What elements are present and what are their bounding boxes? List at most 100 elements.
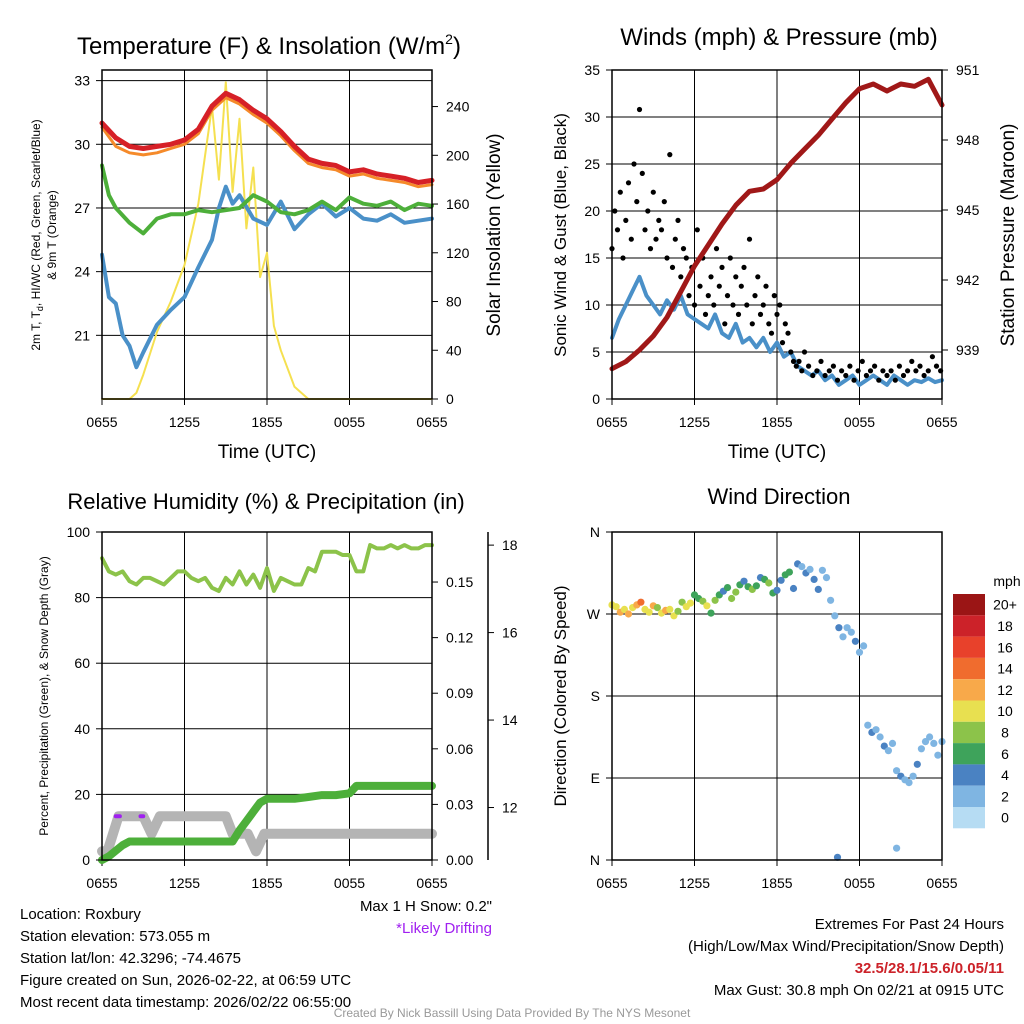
direction-point [909, 772, 917, 780]
gust-point [735, 311, 742, 317]
snow-ytick-right-label: 12 [502, 800, 518, 816]
pressure-series [609, 76, 945, 372]
dir-xtick-label: 1855 [761, 875, 792, 891]
rh-ylabel: Percent, Precipitation (Green), & Snow D… [37, 556, 51, 835]
gust-point [913, 368, 919, 374]
direction-point [814, 585, 822, 594]
rh-ytick-label: 20 [74, 786, 90, 802]
gust-point [925, 368, 931, 374]
wind-ytick-label: 35 [584, 62, 600, 78]
temp-xtick-label: 0655 [416, 414, 447, 430]
legend-swatch [953, 636, 985, 658]
temp-xtick-label: 0655 [86, 414, 117, 430]
wind-xtick-label: 0055 [844, 414, 875, 430]
dir-ytick-label: W [587, 606, 601, 622]
gust-point [929, 354, 936, 360]
temp-series-wc [100, 184, 434, 370]
gust-point [708, 274, 714, 280]
rh-series [100, 543, 434, 593]
temp-ylabel-sub: d [35, 306, 45, 311]
direction-point [913, 760, 921, 768]
temp-ytick-label: 21 [74, 327, 90, 343]
gust-point [628, 236, 634, 242]
gust-point [683, 255, 689, 261]
direction-point [711, 596, 719, 604]
gust-point [749, 321, 755, 327]
rh-title: Relative Humidity (%) & Precipitation (i… [67, 489, 464, 514]
gust-point [675, 217, 681, 223]
direction-point [810, 575, 818, 584]
wind-ylabel-right: Station Pressure (Maroon) [998, 124, 1019, 347]
temp-series-2m-t [99, 90, 435, 185]
temp-series-td [100, 163, 434, 236]
precip-series [98, 781, 436, 864]
direction-point [703, 602, 711, 610]
extremes-legend: (High/Low/Max Wind/Precipitation/Snow De… [688, 938, 1004, 955]
gust-point [876, 377, 882, 383]
temp-title: Temperature (F) & Insolation (W/m2) [77, 31, 461, 60]
gust-point [645, 208, 651, 214]
temp-ytick-right-label: 80 [446, 294, 462, 310]
gust-point [892, 377, 898, 383]
elevation-text: Station elevation: 573.055 m [20, 928, 211, 945]
gust-point [705, 293, 711, 299]
legend-swatch [953, 785, 985, 807]
legend-swatch [953, 743, 985, 765]
gust-point [617, 189, 623, 195]
legend-swatch [953, 615, 985, 637]
created-text: Figure created on Sun, 2026-02-22, at 06… [20, 972, 352, 989]
gust-point [658, 227, 665, 233]
legend-label: 18 [997, 618, 1013, 634]
gust-point [625, 180, 632, 186]
legend-label: 10 [997, 703, 1013, 719]
direction-point [699, 597, 707, 605]
legend-label: 0 [1001, 810, 1009, 826]
direction-point [777, 576, 785, 584]
rh-ytick-label: 0 [82, 852, 90, 868]
direction-point [624, 610, 633, 618]
wind-ytick-label: 15 [584, 250, 600, 266]
drifting-label: *Likely Drifting [396, 920, 492, 937]
direction-point [872, 726, 880, 734]
gust-point [713, 246, 720, 252]
direction-point [765, 579, 773, 587]
temp-title-end: ) [453, 33, 461, 60]
legend-swatch [953, 807, 985, 829]
direction-point [666, 605, 674, 614]
wind-ytick-label: 5 [592, 344, 600, 360]
temp-xlabel: Time (UTC) [218, 442, 317, 463]
direction-point [893, 767, 901, 775]
gust-point [830, 363, 837, 369]
wind-ytick-label: 0 [592, 391, 600, 407]
rh-ytick-label: 80 [74, 590, 90, 606]
extremes-info: Extremes For Past 24 Hours (High/Low/Max… [688, 914, 1004, 1002]
gust-point [859, 358, 865, 364]
gust-point [716, 283, 722, 289]
rh-ytick-label: 100 [67, 524, 91, 540]
legend-label: 12 [997, 682, 1013, 698]
dir-xtick-label: 0655 [926, 875, 957, 891]
gust-point [810, 372, 816, 379]
snow-ytick-right-label: 16 [502, 625, 518, 641]
wind-xlabel: Time (UTC) [728, 442, 827, 463]
extremes-title: Extremes For Past 24 Hours [814, 916, 1004, 933]
gust-point [719, 264, 725, 270]
direction-point [707, 609, 715, 617]
direction-point [645, 608, 653, 616]
direction-point [740, 577, 748, 585]
gust-point [760, 302, 766, 308]
legend-title: mph [993, 573, 1020, 589]
dir-xtick-label: 0655 [596, 875, 627, 891]
gust-point [766, 321, 772, 327]
temp-ylabel-a: 2m T, T [29, 310, 43, 350]
gust-point [733, 274, 739, 280]
gust-point [847, 363, 853, 369]
direction-point [851, 637, 860, 645]
legend-swatch [953, 657, 985, 680]
temp-ytick-label: 27 [74, 200, 90, 216]
gust-point [884, 372, 890, 379]
gust-point [661, 199, 667, 205]
temp-ytick-right-label: 120 [446, 245, 470, 261]
gust-point [669, 264, 676, 270]
direction-point [806, 565, 814, 574]
